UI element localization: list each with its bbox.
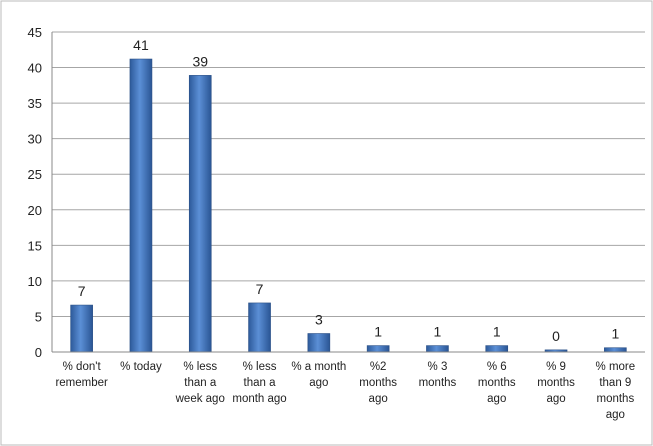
y-tick-label: 0 bbox=[35, 345, 42, 360]
x-tick-label: % less than a week ago bbox=[175, 361, 225, 405]
x-tick-label: % 9 months ago bbox=[537, 361, 575, 405]
data-label: 3 bbox=[315, 312, 323, 328]
data-label: 39 bbox=[192, 53, 208, 69]
data-label: 1 bbox=[611, 326, 619, 342]
bar bbox=[70, 304, 93, 353]
data-label: 7 bbox=[256, 281, 264, 297]
data-label: 41 bbox=[133, 37, 149, 53]
y-tick-label: 20 bbox=[28, 203, 42, 218]
data-label: 1 bbox=[434, 324, 442, 340]
data-label: 1 bbox=[374, 324, 382, 340]
x-tick-label: % today bbox=[120, 361, 162, 373]
y-tick-label: 45 bbox=[28, 25, 42, 40]
bar bbox=[307, 333, 331, 353]
x-tick-label: % a month ago bbox=[291, 361, 346, 389]
bar bbox=[188, 75, 212, 353]
data-label: 1 bbox=[493, 324, 501, 340]
y-tick-label: 10 bbox=[28, 274, 42, 289]
x-tick-label: % don't remember bbox=[55, 361, 108, 389]
y-tick-label: 5 bbox=[35, 309, 42, 324]
y-tick-label: 40 bbox=[28, 61, 42, 76]
y-tick-label: 35 bbox=[28, 96, 42, 111]
x-tick-label: % more than 9 months ago bbox=[596, 361, 636, 421]
y-tick-label: 30 bbox=[28, 132, 42, 147]
x-tick-label: % 3 months bbox=[419, 361, 457, 389]
y-tick-label: 25 bbox=[28, 167, 42, 182]
x-tick-label: %2 months ago bbox=[359, 361, 397, 405]
y-tick-label: 15 bbox=[28, 238, 42, 253]
bar bbox=[129, 58, 153, 353]
bar bbox=[248, 302, 271, 353]
bar bbox=[366, 345, 390, 353]
data-label: 0 bbox=[552, 328, 560, 344]
bar bbox=[604, 347, 627, 353]
x-tick-label: % 6 months ago bbox=[478, 361, 516, 405]
bar bbox=[426, 345, 449, 353]
bar bbox=[485, 345, 509, 353]
x-tick-label: % less than a month ago bbox=[232, 361, 286, 405]
data-label: 7 bbox=[78, 283, 86, 299]
